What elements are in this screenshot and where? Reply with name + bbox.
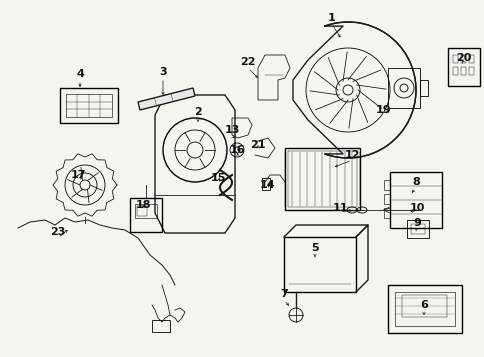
Text: 17: 17 <box>70 170 86 180</box>
Bar <box>284 237 355 292</box>
Bar <box>130 198 162 232</box>
Bar <box>287 151 356 207</box>
Text: 16: 16 <box>230 145 245 155</box>
Bar <box>447 48 479 86</box>
Text: 9: 9 <box>412 218 420 228</box>
Text: 6: 6 <box>419 300 427 310</box>
Text: 2: 2 <box>194 107 201 117</box>
Bar <box>406 220 428 238</box>
Text: 5: 5 <box>311 243 318 253</box>
Bar <box>460 67 465 75</box>
Text: 7: 7 <box>280 289 287 299</box>
Bar <box>452 67 457 75</box>
Text: 22: 22 <box>240 57 255 67</box>
Bar <box>460 55 465 63</box>
Text: 1: 1 <box>328 13 335 23</box>
Text: 4: 4 <box>76 69 84 79</box>
Bar <box>261 178 270 190</box>
Bar <box>383 208 389 218</box>
Bar <box>389 172 441 228</box>
Bar <box>468 55 473 63</box>
Text: 3: 3 <box>159 67 166 77</box>
Bar <box>401 295 446 317</box>
Bar <box>383 180 389 190</box>
Text: 23: 23 <box>50 227 65 237</box>
Bar <box>66 94 112 117</box>
Bar <box>383 194 389 204</box>
Text: 20: 20 <box>455 53 471 63</box>
Bar <box>387 68 419 108</box>
Bar <box>285 148 359 210</box>
Bar <box>468 67 473 75</box>
Text: 10: 10 <box>408 203 424 213</box>
Bar <box>135 204 157 218</box>
Bar <box>387 285 461 333</box>
Bar <box>394 292 454 326</box>
Text: 14: 14 <box>259 180 275 190</box>
Bar <box>136 206 147 216</box>
Text: 19: 19 <box>376 105 391 115</box>
Bar <box>151 320 170 332</box>
Bar <box>60 88 118 123</box>
Bar <box>419 80 427 96</box>
Text: 11: 11 <box>332 203 347 213</box>
Bar <box>452 55 457 63</box>
Text: 13: 13 <box>224 125 239 135</box>
Text: 18: 18 <box>135 200 151 210</box>
Text: 21: 21 <box>250 140 265 150</box>
Polygon shape <box>138 88 195 110</box>
Text: 8: 8 <box>411 177 419 187</box>
Text: 12: 12 <box>344 150 359 160</box>
Text: 15: 15 <box>210 173 225 183</box>
Bar <box>410 224 424 234</box>
